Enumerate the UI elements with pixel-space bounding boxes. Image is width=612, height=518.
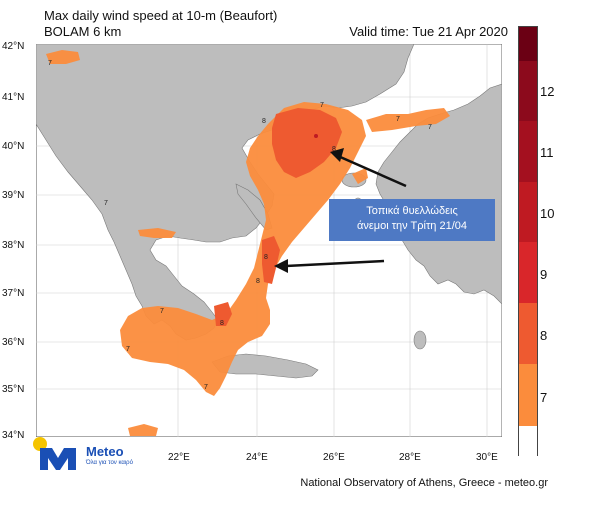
footer-credit: National Observatory of Athens, Greece -… bbox=[300, 477, 548, 489]
colorbar-segment-9 bbox=[519, 303, 537, 364]
contour-label: 7 bbox=[320, 102, 324, 109]
wind-zone-bf7-south bbox=[128, 424, 158, 436]
landmass-rhodes bbox=[413, 330, 427, 350]
lat-label-40: 40°N bbox=[2, 141, 25, 152]
contour-label: 8 bbox=[262, 118, 266, 125]
colorbar-tick-11: 11 bbox=[540, 145, 554, 160]
wind-zone-bf8-south bbox=[214, 302, 232, 326]
wind-zone-bf7-marmara bbox=[366, 108, 450, 132]
valid-time: Valid time: Tue 21 Apr 2020 bbox=[349, 24, 508, 39]
colorbar-segment-13 bbox=[519, 61, 537, 121]
contour-label: 8 bbox=[264, 254, 268, 261]
meteo-logo: Meteo Όλα για τον καιρό bbox=[32, 436, 133, 476]
annotation-arrow-lower bbox=[274, 259, 385, 273]
lat-label-34: 34°N bbox=[2, 430, 25, 441]
colorbar-segment-7 bbox=[519, 426, 537, 457]
meteo-logo-mark bbox=[33, 437, 76, 470]
contour-label: 8 bbox=[256, 278, 260, 285]
wind-zone-bf7-corinth bbox=[138, 228, 176, 238]
colorbar-tick-7: 7 bbox=[540, 390, 548, 405]
contour-label: 7 bbox=[428, 124, 432, 131]
contour-label: 8 bbox=[220, 320, 224, 327]
colorbar-tick-10: 10 bbox=[540, 206, 555, 221]
wind-zone-bf7-north bbox=[46, 50, 80, 64]
lon-label-28: 28°E bbox=[399, 452, 421, 463]
colorbar-segment-12 bbox=[519, 121, 537, 182]
annotation-arrow-upper bbox=[330, 148, 407, 188]
wind-zone-bf8-central bbox=[262, 236, 280, 284]
contour-label: 7 bbox=[104, 200, 108, 207]
annotation-line2: άνεμοι την Τρίτη 21/04 bbox=[356, 220, 467, 232]
contour-label: 7 bbox=[396, 116, 400, 123]
contour-label: 7 bbox=[126, 346, 130, 353]
contour-label: 7 bbox=[160, 308, 164, 315]
contour-label: 8 bbox=[332, 146, 336, 153]
lat-label-39: 39°N bbox=[2, 190, 25, 201]
colorbar bbox=[518, 26, 538, 457]
lat-label-35: 35°N bbox=[2, 384, 25, 395]
wind-zone-bf7-east bbox=[352, 168, 368, 184]
lon-label-26: 26°E bbox=[323, 452, 345, 463]
contour-label: 7 bbox=[204, 384, 208, 391]
map-title-line2: BOLAM 6 km bbox=[44, 24, 122, 39]
colorbar-segment-11 bbox=[519, 182, 537, 242]
wind-zone-bf8-north-aegean bbox=[272, 108, 342, 178]
wind-max-point bbox=[314, 134, 318, 138]
lat-label-42: 42°N bbox=[2, 41, 25, 52]
landmass-crete bbox=[211, 353, 319, 379]
lon-label-22: 22°E bbox=[168, 452, 190, 463]
colorbar-tick-12: 12 bbox=[540, 84, 555, 99]
colorbar-tick-9: 9 bbox=[540, 267, 548, 282]
colorbar-segment-10 bbox=[519, 242, 537, 303]
lat-label-37: 37°N bbox=[2, 288, 25, 299]
wind-zone-bf7-aegean bbox=[120, 102, 366, 396]
lon-label-24: 24°E bbox=[246, 452, 268, 463]
map-title-line1: Max daily wind speed at 10-m (Beaufort) bbox=[44, 8, 278, 23]
lat-label-41: 41°N bbox=[2, 92, 25, 103]
annotation-line1: Τοπικά θυελλώδεις bbox=[366, 205, 458, 217]
colorbar-tick-8: 8 bbox=[540, 328, 548, 343]
annotation-box: Τοπικά θυελλώδεις άνεμοι την Τρίτη 21/04 bbox=[329, 199, 495, 241]
meteo-logo-tagline: Όλα για τον καιρό bbox=[86, 460, 133, 466]
lat-label-38: 38°N bbox=[2, 240, 25, 251]
colorbar-segment-8 bbox=[519, 364, 537, 426]
contour-label: 7 bbox=[48, 60, 52, 67]
colorbar-segment-top bbox=[519, 27, 537, 61]
meteo-logo-brand: Meteo bbox=[86, 444, 124, 459]
lat-label-36: 36°N bbox=[2, 337, 25, 348]
lon-label-30: 30°E bbox=[476, 452, 498, 463]
